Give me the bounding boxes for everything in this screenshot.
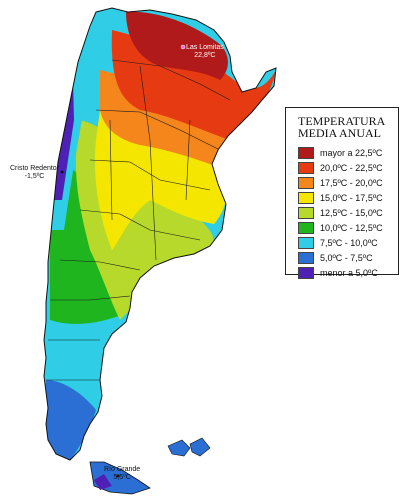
zone-over-22-5 — [126, 11, 228, 81]
rio-grande-name: Río Grande — [104, 466, 141, 473]
legend-label: menor a 5,0ºC — [320, 267, 378, 278]
legend-title-line2: MEDIA ANUAL — [298, 126, 381, 140]
las-lomitas-marker — [180, 44, 186, 50]
islas-malvinas — [167, 437, 211, 457]
legend-item: mayor a 22,5ºC — [298, 146, 398, 159]
province-borders — [46, 59, 231, 381]
rio-grande-value: 5,5ºC — [113, 474, 131, 481]
temperature-zones — [44, 8, 276, 460]
legend-item: 7,5ºC - 10,0ºC — [298, 236, 398, 249]
las-lomitas-name: Las Lomitas — [186, 44, 224, 51]
legend-swatch — [298, 206, 314, 219]
cristo-redentor-marker — [60, 170, 64, 174]
legend-item: 5,0ºC - 7,5ºC — [298, 251, 398, 264]
cristo-redentor-name: Cristo Redentor — [10, 165, 60, 172]
legend-swatch — [298, 266, 314, 279]
legend-swatch — [298, 176, 314, 189]
legend-swatch — [298, 191, 314, 204]
legend-swatch — [298, 236, 314, 249]
zone-5-7-5 — [44, 380, 96, 460]
cristo-redentor-label: Cristo Redentor -1,5ºC — [10, 165, 59, 181]
legend-swatch — [298, 251, 314, 264]
argentina-outline — [43, 7, 277, 461]
legend-title: TEMPERATURA MEDIA ANUAL — [298, 115, 398, 139]
legend-item: 15,0ºC - 17,5ºC — [298, 191, 398, 204]
rio-grande-marker — [116, 474, 120, 478]
cristo-redentor-value: -1,5ºC — [24, 173, 45, 180]
legend-label: 17,5ºC - 20,0ºC — [320, 177, 383, 188]
legend-label: mayor a 22,5ºC — [320, 147, 383, 158]
legend-label: 7,5ºC - 10,0ºC — [320, 237, 378, 248]
legend-label: 20,0ºC - 22,5ºC — [320, 162, 383, 173]
legend-item: menor a 5,0ºC — [298, 266, 398, 279]
legend-label: 10,0ºC - 12,5ºC — [320, 222, 383, 233]
las-lomitas-value: 22,8ºC — [194, 52, 216, 59]
temperature-legend: TEMPERATURA MEDIA ANUAL mayor a 22,5ºC 2… — [285, 107, 399, 279]
legend-swatch — [298, 221, 314, 234]
legend-title-line1: TEMPERATURA — [298, 114, 386, 128]
legend-item: 10,0ºC - 12,5ºC — [298, 221, 398, 234]
legend-swatch — [298, 146, 314, 159]
las-lomitas-label: Las Lomitas 22,8ºC — [186, 44, 224, 60]
tierra-del-fuego-cold — [94, 474, 112, 490]
legend-label: 12,5ºC - 15,0ºC — [320, 207, 383, 218]
legend-label: 15,0ºC - 17,5ºC — [320, 192, 383, 203]
legend-swatch — [298, 161, 314, 174]
legend-item: 12,5ºC - 15,0ºC — [298, 206, 398, 219]
rio-grande-label: Río Grande 5,5ºC — [104, 466, 140, 482]
legend-label: 5,0ºC - 7,5ºC — [320, 252, 373, 263]
legend-items: mayor a 22,5ºC 20,0ºC - 22,5ºC 17,5ºC - … — [298, 146, 398, 279]
legend-item: 17,5ºC - 20,0ºC — [298, 176, 398, 189]
legend-item: 20,0ºC - 22,5ºC — [298, 161, 398, 174]
